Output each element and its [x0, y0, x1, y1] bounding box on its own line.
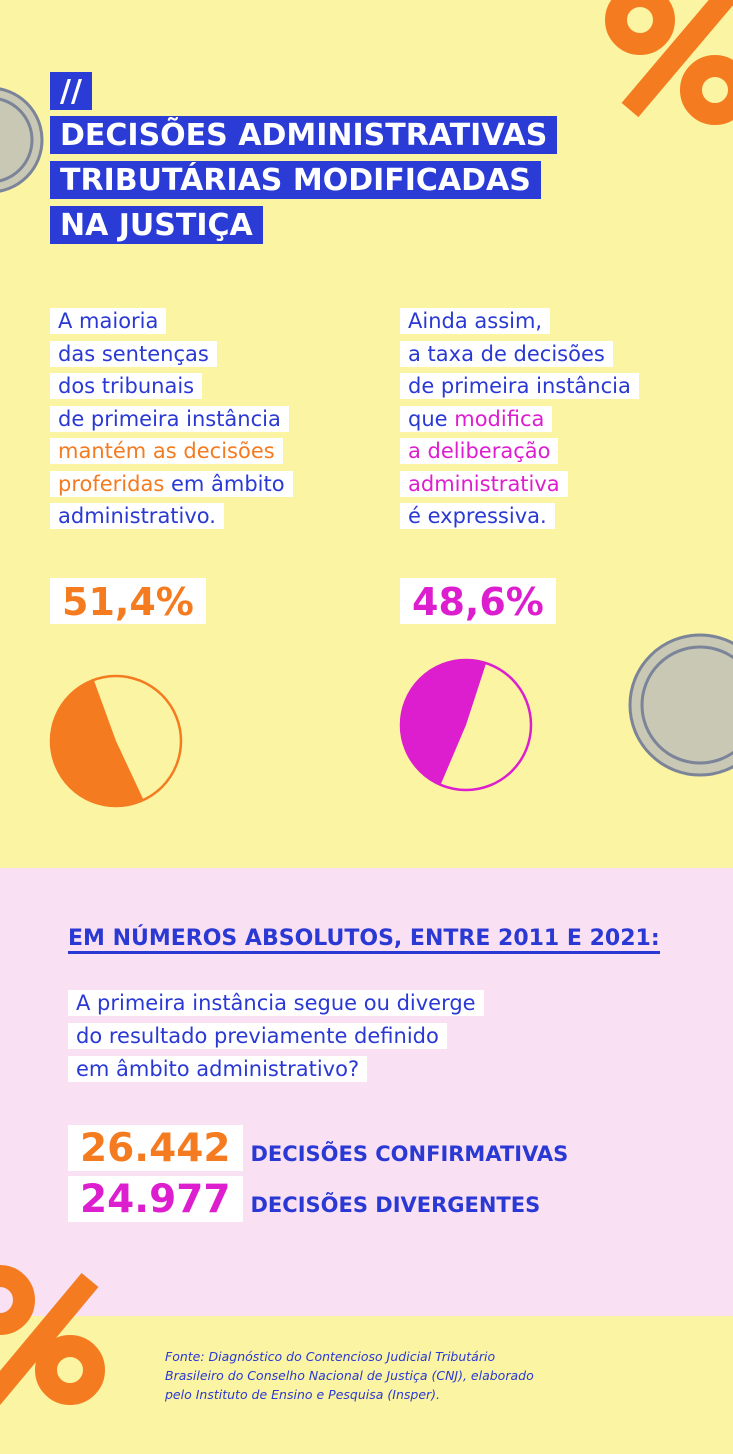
text-segment: proferidas — [58, 471, 165, 496]
text-line: de primeira instância — [400, 373, 639, 399]
question-line: do resultado previamente definido — [68, 1023, 447, 1049]
text-segment: Ainda assim, — [408, 309, 543, 333]
footer-line: Brasileiro do Conselho Nacional de Justi… — [165, 1368, 534, 1383]
text-segment: de primeira instância — [58, 406, 281, 431]
text-segment: administrativa — [408, 471, 560, 496]
text-segment: em âmbito — [164, 471, 285, 496]
share-label: 51,4% — [50, 578, 206, 624]
text-segment: dos tribunais — [58, 374, 195, 398]
coin-top — [0, 87, 44, 193]
percent-bottom — [0, 1265, 105, 1406]
title-line: NA JUSTIÇA — [50, 206, 263, 244]
text-line: que modifica — [400, 405, 553, 432]
text-segment: é expressiva. — [408, 504, 547, 528]
text-segment: modifica — [454, 406, 545, 431]
text-segment: que — [408, 406, 455, 431]
percent-top — [605, 0, 733, 125]
absolute-number: 24.977 — [68, 1176, 243, 1222]
text-segment: das sentenças — [58, 341, 209, 366]
header-prefix: // — [50, 72, 92, 110]
share-label: 48,6% — [400, 578, 556, 624]
absolute-number: 26.442 — [68, 1125, 243, 1171]
absolute-label: DECISÕES CONFIRMATIVAS — [250, 1142, 569, 1166]
pie-slice — [400, 659, 487, 786]
text-line: é expressiva. — [400, 503, 555, 529]
text-line: administrativo. — [50, 503, 224, 529]
footer-line: Fonte: Diagnóstico do Contencioso Judici… — [165, 1349, 496, 1364]
pink-section — [0, 868, 733, 1316]
text-segment: administrativo. — [58, 504, 216, 528]
text-line: de primeira instância — [50, 405, 289, 432]
text-line: Ainda assim, — [400, 308, 551, 334]
text-line: a taxa de decisões — [400, 340, 613, 367]
text-segment: de primeira instância — [408, 374, 631, 398]
text-segment: a deliberação — [408, 439, 551, 463]
text-line: dos tribunais — [50, 373, 203, 399]
text-line: mantém as decisões — [50, 438, 283, 464]
text-line: a deliberação — [400, 438, 559, 464]
section-heading: EM NÚMEROS ABSOLUTOS, ENTRE 2011 E 2021: — [68, 926, 660, 954]
text-segment: mantém as decisões — [58, 439, 275, 463]
question-line: em âmbito administrativo? — [68, 1056, 368, 1082]
text-line: proferidas em âmbito — [50, 470, 293, 497]
coin-right — [628, 633, 733, 777]
text-line: administrativa — [400, 470, 568, 497]
text-segment: A maioria — [58, 309, 159, 333]
title-line: TRIBUTÁRIAS MODIFICADAS — [50, 161, 541, 199]
footer-line: pelo Instituto de Ensino e Pesquisa (Ins… — [165, 1387, 440, 1402]
text-line: A maioria — [50, 308, 167, 334]
question-line: A primeira instância segue ou diverge — [68, 990, 484, 1016]
absolute-label: DECISÕES DIVERGENTES — [250, 1193, 541, 1217]
title-line: DECISÕES ADMINISTRATIVAS — [50, 116, 558, 154]
text-segment: a taxa de decisões — [408, 341, 605, 366]
text-line: das sentenças — [50, 340, 217, 367]
pie-slice — [49, 678, 144, 807]
